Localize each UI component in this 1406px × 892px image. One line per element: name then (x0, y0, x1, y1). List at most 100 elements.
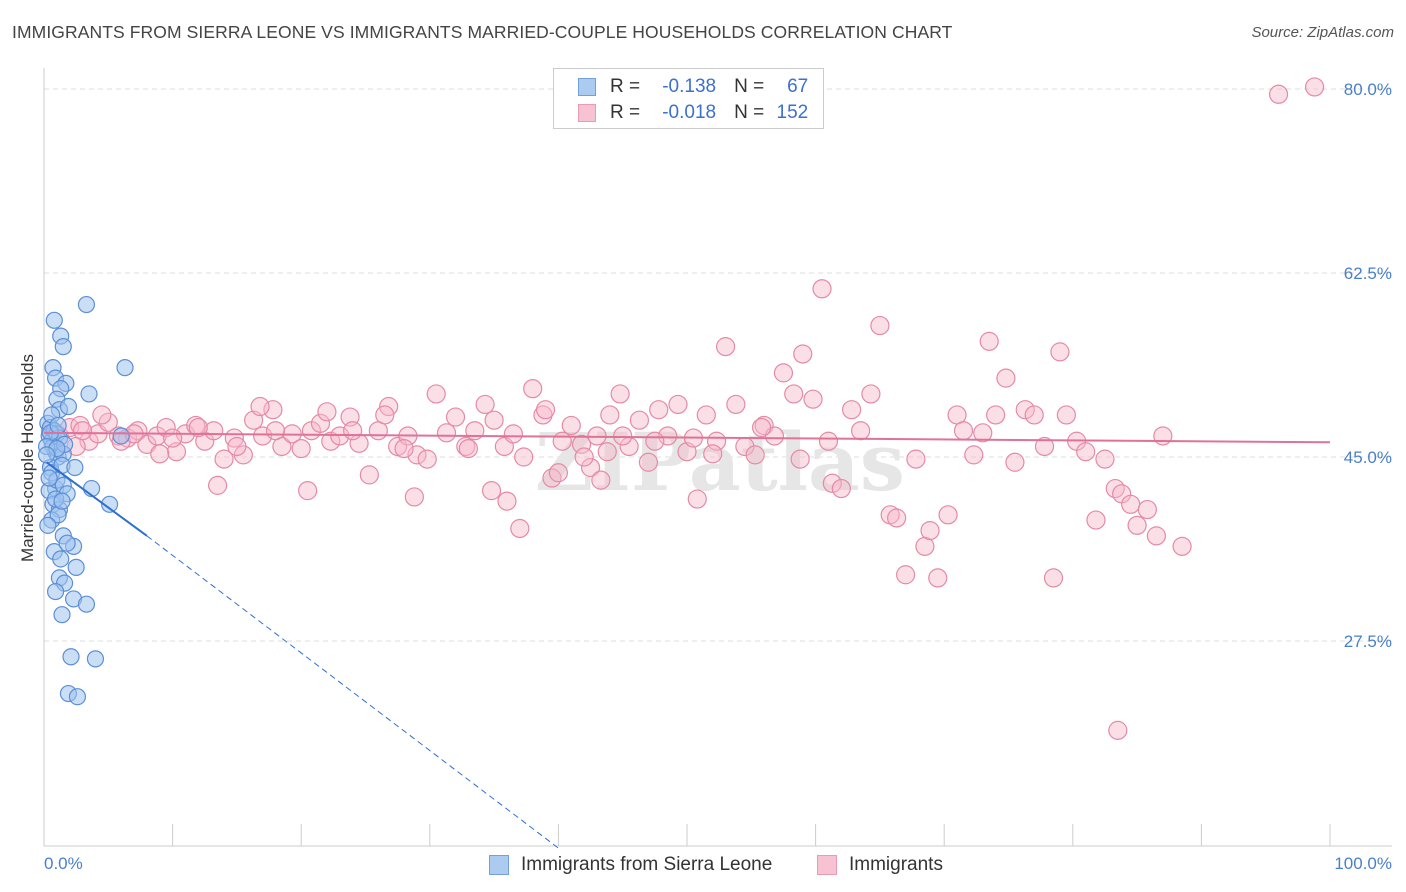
data-point-immigrants (72, 421, 93, 441)
watermark: ZIPatlas (535, 415, 905, 509)
legend-r-label: R = (610, 76, 641, 97)
data-point-sierra-leone (52, 550, 70, 568)
data-point-immigrants (580, 457, 601, 478)
data-point-immigrants (265, 421, 286, 441)
data-point-immigrants (92, 405, 112, 425)
legend-r-value: -0.138 (662, 76, 717, 97)
trend-lines (43, 431, 1331, 849)
data-point-immigrants (1304, 77, 1325, 97)
data-point-sierra-leone (39, 516, 57, 534)
y-tick-label: 62.5% (1344, 264, 1392, 283)
data-point-immigrants (979, 331, 999, 351)
data-point-immigrants (436, 423, 457, 443)
data-point-sierra-leone (112, 427, 130, 445)
data-point-sierra-leone (66, 458, 84, 477)
series-immigrants-points (40, 77, 1325, 740)
data-point-immigrants (928, 568, 948, 588)
data-point-immigrants (150, 444, 170, 464)
data-point-immigrants (687, 489, 707, 509)
data-point-sierra-leone (100, 495, 119, 513)
data-point-sierra-leone (80, 385, 98, 403)
data-point-immigrants (1268, 84, 1289, 104)
data-point-immigrants (668, 394, 688, 415)
legend-n-value: 67 (787, 76, 809, 97)
data-point-immigrants (484, 410, 504, 430)
data-point-immigrants (417, 449, 437, 469)
chart-title: IMMIGRANTS FROM SIERRA LEONE VS IMMIGRAN… (12, 22, 953, 42)
data-point-sierra-leone (53, 492, 71, 510)
data-point-immigrants (715, 337, 736, 357)
data-point-immigrants (1015, 400, 1035, 420)
data-point-immigrants (458, 438, 478, 459)
data-point-sierra-leone (53, 606, 71, 624)
data-point-immigrants (1086, 510, 1106, 530)
data-point-immigrants (310, 413, 331, 433)
legend-swatch-pink (578, 104, 596, 122)
data-point-immigrants (548, 463, 569, 483)
data-point-immigrants (497, 491, 517, 511)
data-point-sierra-leone (68, 688, 87, 706)
data-point-sierra-leone (58, 534, 76, 552)
data-point-immigrants (359, 465, 379, 485)
data-point-sierra-leone (40, 469, 58, 487)
data-point-immigrants (343, 421, 363, 441)
data-point-immigrants (773, 363, 794, 383)
stats-legend: R = -0.138 N = 67 R = -0.018 N = 152 (553, 68, 824, 129)
data-point-sierra-leone (62, 648, 80, 666)
data-point-immigrants (404, 487, 424, 507)
data-point-sierra-leone (86, 650, 105, 668)
data-point-immigrants (1127, 515, 1147, 535)
data-point-immigrants (953, 421, 974, 441)
data-point-immigrants (645, 431, 665, 451)
data-point-immigrants (649, 400, 669, 420)
bottom-legend-immigrants: Immigrants (817, 852, 943, 878)
data-point-immigrants (658, 426, 678, 446)
data-point-immigrants (535, 400, 556, 420)
data-point-sierra-leone (46, 582, 65, 601)
data-point-immigrants (163, 428, 183, 448)
data-point-immigrants (745, 445, 765, 465)
bottom-legend-label: Immigrants from Sierra Leone (521, 854, 773, 875)
data-point-immigrants (629, 410, 650, 430)
trend-line-immigrants (43, 431, 1331, 444)
data-point-immigrants (98, 412, 118, 432)
bottom-legend-swatch-pink (817, 855, 837, 875)
data-point-immigrants (317, 402, 337, 422)
data-point-immigrants (597, 442, 617, 462)
data-point-sierra-leone (77, 295, 96, 314)
data-point-immigrants (751, 417, 772, 438)
data-point-immigrants (973, 423, 993, 443)
data-point-immigrants (600, 405, 620, 425)
data-point-immigrants (696, 405, 716, 425)
trend-line-sierra-leone (45, 461, 148, 537)
legend-row-immigrants: R = -0.018 N = 152 (578, 101, 808, 125)
data-point-immigrants (793, 344, 813, 364)
data-point-immigrants (426, 384, 446, 404)
data-point-immigrants (784, 384, 804, 404)
data-point-immigrants (726, 394, 746, 415)
data-point-immigrants (870, 315, 890, 336)
legend-n-label: N = (734, 76, 765, 97)
data-point-immigrants (1108, 720, 1128, 740)
data-point-immigrants (204, 421, 224, 441)
data-point-sierra-leone (116, 359, 134, 377)
legend-n-value: 152 (776, 102, 809, 123)
data-point-immigrants (831, 478, 851, 499)
y-tick-label: 45.0% (1344, 448, 1392, 467)
data-point-immigrants (156, 417, 176, 438)
data-point-immigrants (375, 405, 395, 425)
data-point-sierra-leone (54, 338, 72, 356)
data-point-immigrants (514, 447, 534, 467)
source-label: Source: ZipAtlas.com (1251, 24, 1394, 41)
data-point-sierra-leone (67, 558, 85, 576)
data-point-immigrants (920, 520, 940, 541)
bottom-legend-sierra-leone: Immigrants from Sierra Leone (489, 852, 772, 878)
data-point-immigrants (298, 481, 318, 501)
data-point-immigrants (986, 405, 1006, 425)
data-point-immigrants (503, 424, 523, 444)
data-point-immigrants (1056, 405, 1076, 425)
data-point-immigrants (906, 449, 926, 469)
data-point-immigrants (574, 447, 594, 467)
data-point-immigrants (214, 449, 234, 469)
